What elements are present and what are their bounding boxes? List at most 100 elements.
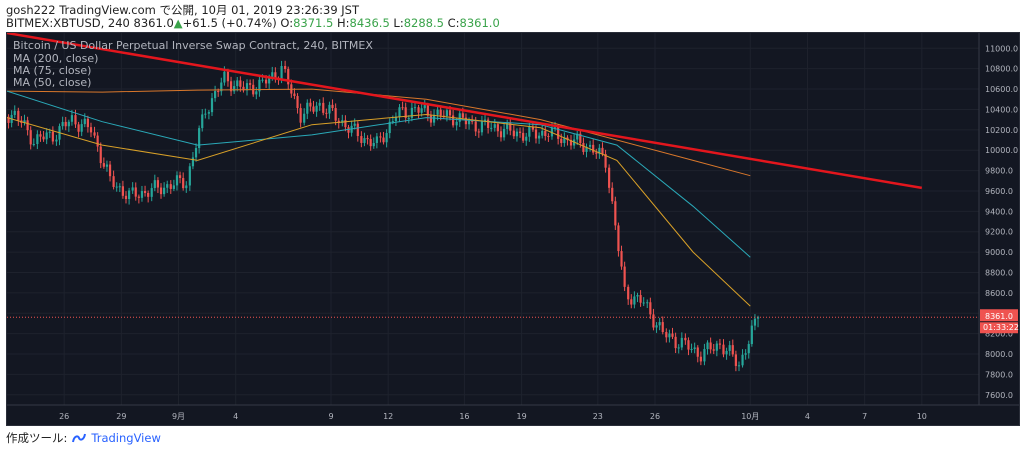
candle-body <box>366 138 369 140</box>
candle-body <box>534 129 538 139</box>
candle-body <box>42 136 45 140</box>
candle-body <box>722 344 725 355</box>
candle-body <box>70 115 74 122</box>
symbol-label: BITMEX:XBTUSD, 240 8361.0 <box>6 16 174 30</box>
candle-body <box>159 187 163 195</box>
chart-svg[interactable]: 7600.07800.08000.08200.08400.08600.08800… <box>0 31 1019 425</box>
candle-body <box>210 98 214 113</box>
candle-body <box>334 108 337 121</box>
candle-body <box>382 137 385 143</box>
candle-body <box>737 365 741 367</box>
footer-brand[interactable]: TradingView <box>91 431 161 445</box>
chart-title: Bitcoin / US Dollar Perpetual Inverse Sw… <box>13 39 373 52</box>
candle-body <box>121 186 125 196</box>
candle-body <box>391 121 394 123</box>
candle-body <box>528 126 531 137</box>
price-tick-label: 10600.0 <box>985 85 1018 94</box>
candle-body <box>432 114 436 123</box>
candle-body <box>671 333 674 337</box>
candle-body <box>96 135 99 147</box>
time-tick-label: 9月 <box>172 412 185 421</box>
candle-body <box>153 180 156 189</box>
tradingview-logo-icon <box>72 433 87 443</box>
candle-body <box>388 121 391 134</box>
candle-body <box>229 81 233 92</box>
candle-body <box>61 121 64 127</box>
candle-body <box>550 127 554 137</box>
candlesticks <box>0 60 760 372</box>
candle-body <box>39 134 42 137</box>
candle-body <box>506 122 509 129</box>
legend-ma75: MA (75, close) <box>13 64 91 77</box>
candle-body <box>639 295 642 303</box>
candle-body <box>611 187 614 202</box>
time-tick-label: 16 <box>459 412 469 421</box>
candle-body <box>318 102 321 106</box>
candle-body <box>518 131 522 133</box>
candle-body <box>547 135 550 137</box>
candle-body <box>175 175 179 186</box>
last-price-label: 8361.0 <box>985 312 1013 321</box>
candle-body <box>80 124 83 132</box>
price-tick-label: 8800.0 <box>985 269 1013 278</box>
candle-body <box>582 143 585 152</box>
chart-area[interactable]: 7600.07800.08000.08200.08400.08600.08800… <box>0 31 1020 426</box>
candle-body <box>646 302 649 304</box>
candle-body <box>372 142 375 147</box>
candle-body <box>131 187 134 191</box>
candle-body <box>604 153 607 168</box>
candle-body <box>115 186 118 188</box>
candle-body <box>213 91 217 99</box>
candle-body <box>102 163 105 167</box>
candle-body <box>693 347 696 350</box>
candle-body <box>89 127 93 133</box>
candle-body <box>255 91 258 95</box>
candle-body <box>576 133 579 140</box>
candle-body <box>194 148 198 158</box>
high-value: 8436.5 <box>349 16 390 30</box>
candle-body <box>328 104 331 114</box>
candle-body <box>553 126 557 128</box>
candle-body <box>309 102 312 107</box>
candle-body <box>413 107 417 109</box>
candle-body <box>201 114 204 129</box>
candle-body <box>531 126 534 130</box>
candle-body <box>753 318 757 326</box>
candle-body <box>541 130 544 136</box>
time-tick-label: 26 <box>650 412 660 421</box>
price-axis-bg <box>979 33 1019 425</box>
candle-body <box>515 131 519 137</box>
candle-body <box>401 107 404 109</box>
candle-body <box>268 77 271 84</box>
candle-body <box>188 166 191 186</box>
candle-body <box>325 112 328 114</box>
candle-body <box>99 146 102 164</box>
candle-body <box>207 112 210 114</box>
arrow-up-icon: ▲ <box>173 16 183 30</box>
candle-body <box>258 79 261 92</box>
candle-body <box>55 139 58 142</box>
candle-body <box>163 187 166 195</box>
candle-body <box>112 176 115 187</box>
time-axis: 26 29 9月 4 9 12 16 19 23 26 10月 4 7 10 <box>7 404 1019 421</box>
candle-body <box>280 66 283 80</box>
candle-body <box>709 342 712 350</box>
candle-body <box>461 113 464 118</box>
candle-body <box>592 144 595 153</box>
time-tick-label: 10 <box>917 412 927 421</box>
candle-body <box>315 105 318 112</box>
candle-body <box>747 344 750 354</box>
candle-body <box>487 119 490 128</box>
candle-body <box>627 286 630 300</box>
candle-body <box>630 299 633 305</box>
low-label: L: <box>393 16 404 30</box>
candle-body <box>172 185 175 189</box>
candle-body <box>353 123 356 126</box>
candle-body <box>665 332 668 338</box>
candle-body <box>242 86 245 91</box>
candle-body <box>661 322 664 333</box>
candle-body <box>67 121 70 127</box>
candle-body <box>363 138 366 143</box>
candle-body <box>467 120 471 125</box>
candle-body <box>299 108 302 123</box>
